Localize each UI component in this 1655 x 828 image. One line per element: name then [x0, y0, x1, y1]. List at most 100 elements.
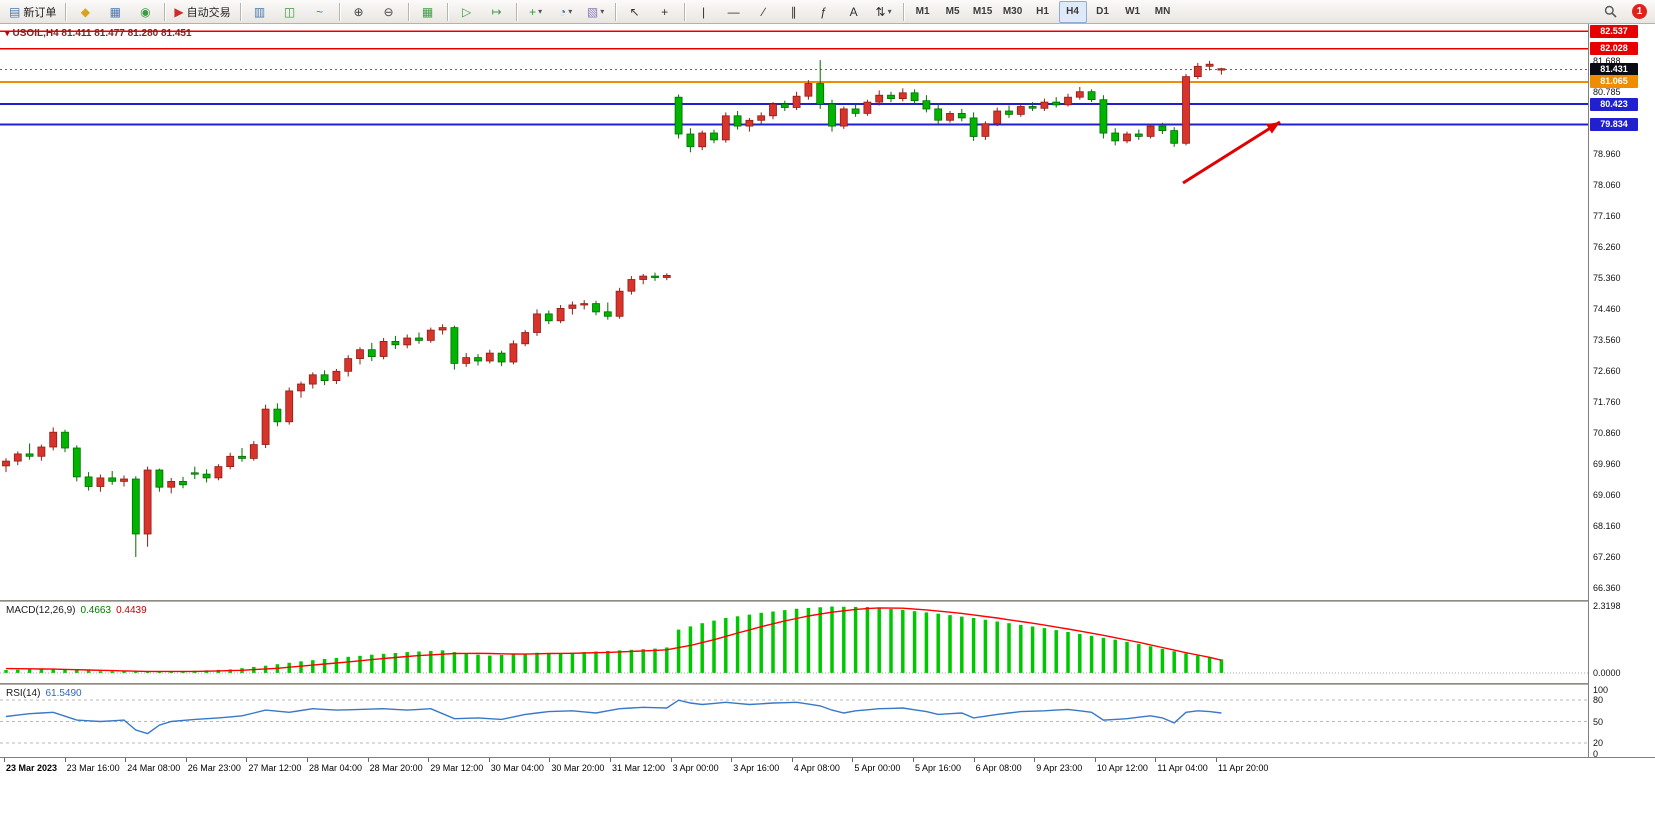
time-axis-tick [731, 758, 733, 762]
timeframe-h4[interactable]: H4 [1058, 0, 1087, 23]
macd-histogram [4, 606, 1224, 673]
toolbar: ▤ 新订单 ◆ ▦ ◉ ▶ 自动交易 ▥ ◫ ~ ⊕ ⊖ ▦ ▷ ↦ + ▾ ◔ ▾ ▧ ▾ ↖ + | — ∕ ∥ ƒ A ⇅ ▾ M1 M5… [0, 0, 1655, 24]
price-scale-label: 76.260 [1593, 242, 1621, 253]
zoom-out-button[interactable]: ⊖ [375, 1, 403, 23]
market-watch-button[interactable]: ◆ [71, 1, 99, 23]
timeframe-m30[interactable]: M30 [999, 1, 1027, 23]
rsi-chart[interactable] [0, 686, 1588, 757]
vertical-line-button[interactable]: | [690, 1, 718, 23]
time-axis-label: 28 Mar 04:00 [309, 763, 363, 773]
candlestick-chart-icon: ◫ [283, 4, 296, 19]
dropdown-caret-icon: ▾ [568, 7, 573, 16]
arrows-tool-button[interactable]: ⇅ ▾ [870, 1, 898, 23]
trendline-button[interactable]: ∕ [750, 1, 778, 23]
time-axis-tick [64, 758, 66, 762]
time-axis-label: 31 Mar 12:00 [612, 763, 666, 773]
timeframe-h4-label: H4 [1066, 6, 1079, 17]
time-axis-tick [125, 758, 127, 762]
notification-badge[interactable]: 1 [1632, 4, 1647, 19]
time-axis-tick [913, 758, 914, 762]
rsi-scale-label: 100 [1593, 685, 1609, 695]
price-scale-label: 71.760 [1593, 396, 1621, 407]
timeframe-m1[interactable]: M1 [909, 1, 937, 23]
chart-shift-button[interactable]: ↦ [483, 1, 511, 23]
price-scale-label: 80.785 [1593, 86, 1621, 97]
zoom-out-icon: ⊖ [383, 4, 394, 19]
channel-button[interactable]: ∥ [780, 1, 808, 23]
rsi-line [5, 699, 1222, 735]
data-window-button[interactable]: ▦ [101, 1, 129, 23]
time-axis-label: 23 Mar 16:00 [66, 763, 120, 773]
line-chart-button[interactable]: ~ [306, 1, 334, 23]
macd-scale-label: 0.0000 [1593, 667, 1621, 678]
cursor-button[interactable]: ↖ [621, 1, 649, 23]
price-scale-label: 69.060 [1593, 489, 1621, 500]
symbol-ohlc-text: USOIL,H4 81.411 81.477 81.280 81.451 [12, 28, 192, 39]
new-order-button-label: 新订单 [23, 6, 57, 19]
text-icon: A [849, 4, 858, 19]
panel-splitter[interactable] [0, 683, 1655, 686]
rsi-scale-label: 0 [1593, 749, 1599, 759]
new-order-button[interactable]: ▤ 新订单 [5, 1, 60, 23]
price-scale-label: 73.560 [1593, 335, 1621, 346]
timeframe-m15-label: M15 [972, 6, 993, 17]
time-axis-label: 28 Mar 20:00 [369, 763, 423, 773]
timeframe-mn[interactable]: MN [1149, 1, 1177, 23]
candles [2, 60, 1226, 557]
timeframe-m5-label: M5 [945, 6, 960, 17]
line-chart-icon: ~ [316, 4, 324, 19]
horizontal-line-button[interactable]: — [720, 1, 748, 23]
price-scale-label: 69.960 [1593, 458, 1621, 469]
macd-name: MACD(12,26,9) [6, 605, 76, 616]
time-axis-tick [791, 758, 793, 762]
crosshair-button[interactable]: + [651, 1, 679, 23]
periods-button[interactable]: ◔ ▾ [552, 1, 580, 23]
time-axis-label: 26 Mar 23:00 [187, 763, 241, 773]
fibonacci-button[interactable]: ƒ [810, 1, 838, 23]
navigator-button[interactable]: ◉ [131, 1, 159, 23]
price-scale-label: 81.688 [1593, 55, 1621, 66]
price-scale[interactable]: 81.688 80.785 78.960 78.060 77.160 76.260 75.3… [1588, 24, 1655, 759]
price-scale-label: 75.360 [1593, 273, 1621, 284]
timeframe-w1[interactable]: W1 [1119, 1, 1147, 23]
templates-icon: ▧ [586, 4, 599, 19]
time-axis-label: 5 Apr 16:00 [915, 763, 962, 773]
zoom-in-button[interactable]: ⊕ [345, 1, 373, 23]
support-price-tag: 79.834 [1590, 117, 1638, 131]
macd-panel: MACD(12,26,9) 0.4663 0.4439 [0, 603, 1588, 683]
timeframe-d1[interactable]: D1 [1089, 1, 1117, 23]
time-axis-label: 6 Apr 08:00 [975, 763, 1022, 773]
arrow-annotation[interactable] [1182, 120, 1281, 185]
timeframe-h1-label: H1 [1036, 6, 1049, 17]
rsi-scale-label: 50 [1593, 716, 1604, 727]
timeframe-m1-label: M1 [915, 6, 930, 17]
crosshair-icon: + [661, 4, 669, 19]
tile-windows-button[interactable]: ▦ [414, 1, 442, 23]
time-axis[interactable]: 23 Mar 2023 23 Mar 16:00 24 Mar 08:00 26 Ma… [0, 757, 1655, 777]
price-scale-label: 66.360 [1593, 582, 1621, 593]
time-axis-tick [246, 758, 248, 762]
arrow-annotation-head [1266, 122, 1280, 134]
timeframe-m15[interactable]: M15 [969, 1, 997, 23]
bar-chart-button[interactable]: ▥ [246, 1, 274, 23]
macd-chart[interactable] [0, 603, 1588, 683]
timeframe-m5[interactable]: M5 [939, 1, 967, 23]
new-order-icon: ▤ [9, 4, 21, 19]
panel-splitter[interactable] [0, 600, 1655, 603]
price-chart[interactable] [0, 24, 1588, 600]
candlestick-chart-button[interactable]: ◫ [276, 1, 304, 23]
periods-icon: ◔ [558, 4, 567, 19]
macd-scale-label: 2.3198 [1593, 600, 1621, 611]
text-button[interactable]: A [840, 1, 868, 23]
symbol-marker-icon: ▾ [5, 28, 10, 38]
indicators-button[interactable]: + ▾ [522, 1, 550, 23]
search-button[interactable] [1596, 1, 1624, 23]
time-axis-label: 30 Mar 20:00 [551, 763, 605, 773]
timeframe-h1[interactable]: H1 [1029, 1, 1057, 23]
autotrading-button[interactable]: ▶ 自动交易 [170, 1, 234, 23]
time-axis-tick [1094, 758, 1096, 762]
templates-button[interactable]: ▧ ▾ [582, 1, 610, 23]
auto-scroll-button[interactable]: ▷ [453, 1, 481, 23]
orange-level-price-tag: 81.065 [1590, 75, 1638, 89]
